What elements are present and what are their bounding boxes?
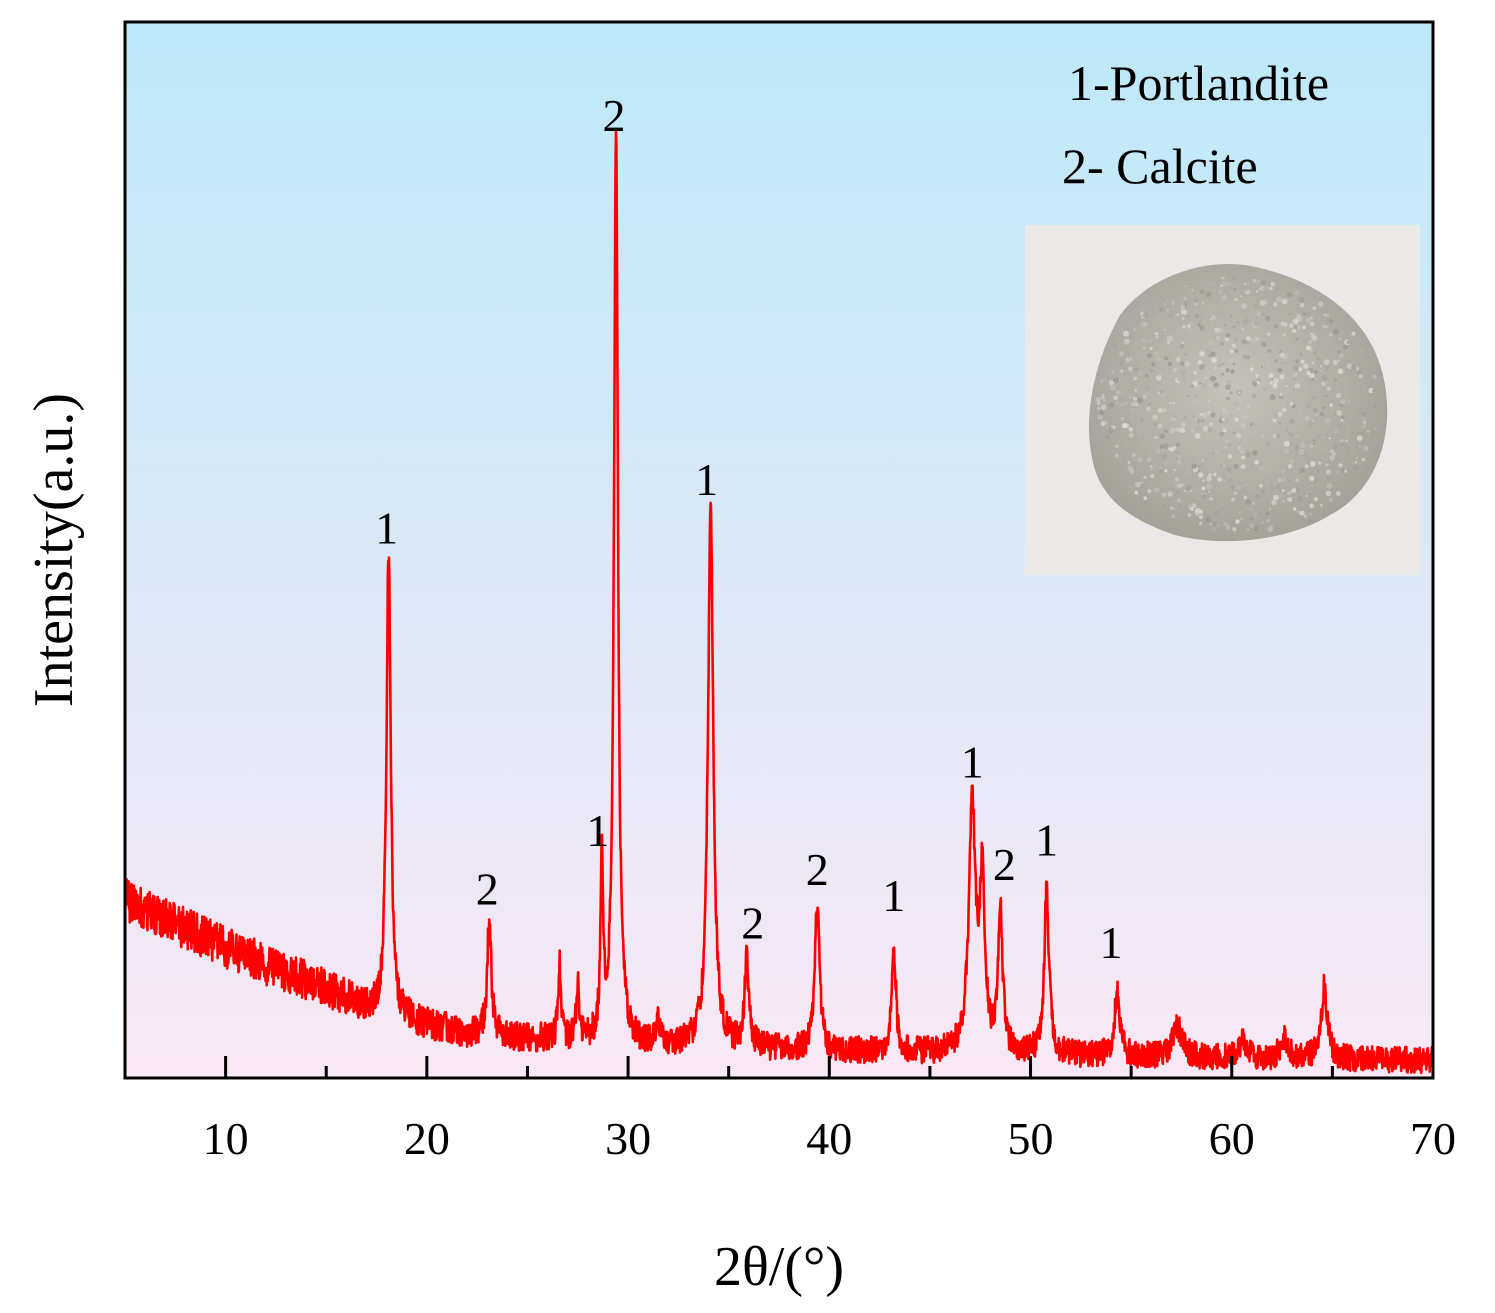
xrd-pattern-line — [125, 130, 1433, 1075]
x-tick-label: 60 — [1209, 1113, 1255, 1164]
x-tick-label: 10 — [203, 1113, 249, 1164]
peak-label-portlandite: 1 — [961, 737, 984, 788]
x-tick-label: 70 — [1410, 1113, 1456, 1164]
peak-label-portlandite: 1 — [882, 870, 905, 921]
peak-label-portlandite: 1 — [1100, 917, 1123, 968]
peak-label-portlandite: 1 — [1035, 815, 1058, 866]
peak-label-calcite: 2 — [603, 90, 626, 141]
peak-label-portlandite: 1 — [375, 503, 398, 554]
x-axis-title: 2θ/(°) — [714, 1236, 844, 1298]
peak-label-calcite: 2 — [806, 844, 829, 895]
x-tick-label: 20 — [404, 1113, 450, 1164]
peak-label-portlandite: 1 — [586, 805, 609, 856]
x-tick-label: 40 — [806, 1113, 852, 1164]
x-tick-label: 30 — [605, 1113, 651, 1164]
peak-label-calcite: 2 — [993, 839, 1016, 890]
plot-frame — [123, 20, 1435, 1080]
x-tick-label: 50 — [1008, 1113, 1054, 1164]
legend-calcite: 2- Calcite — [1062, 138, 1258, 194]
y-axis-title: Intensity(a.u.) — [23, 393, 85, 707]
peak-label-portlandite: 1 — [695, 454, 718, 505]
legend-portlandite: 1-Portlandite — [1068, 55, 1329, 111]
peak-label-calcite: 2 — [741, 898, 764, 949]
peak-label-calcite: 2 — [476, 863, 499, 914]
powder-sample-photo — [1025, 225, 1420, 575]
